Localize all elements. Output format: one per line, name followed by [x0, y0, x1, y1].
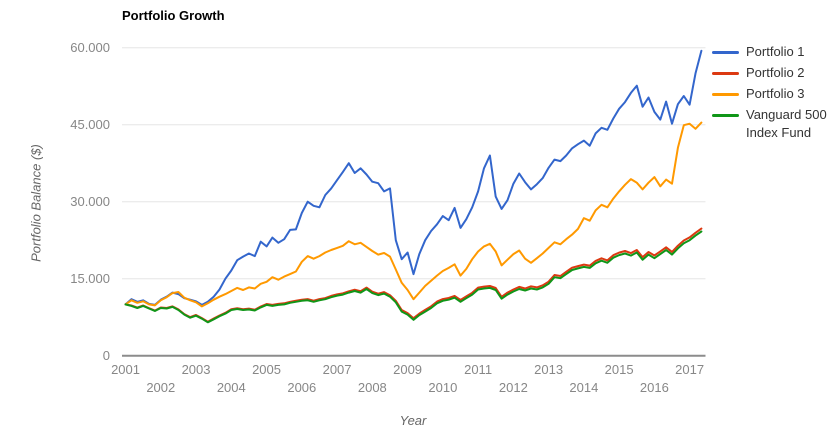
x-tick-label: 2005 — [252, 362, 281, 377]
x-tick-label: 2016 — [640, 380, 669, 395]
chart-title: Portfolio Growth — [122, 8, 225, 23]
y-tick-label: 0 — [103, 348, 110, 363]
x-tick-label: 2010 — [428, 380, 457, 395]
legend-item-vanguard-500-index-fund: Vanguard 500 Index Fund — [712, 106, 832, 142]
x-tick-label: 2003 — [182, 362, 211, 377]
legend-swatch-vanguard-500-index-fund — [712, 114, 739, 117]
y-tick-label: 30.000 — [70, 194, 110, 209]
legend-item-portfolio-1: Portfolio 1 — [712, 43, 832, 61]
x-tick-label: 2002 — [146, 380, 175, 395]
x-tick-label: 2006 — [287, 380, 316, 395]
x-tick-label: 2013 — [534, 362, 563, 377]
legend-swatch-portfolio-1 — [712, 51, 739, 54]
legend-label: Vanguard 500 Index Fund — [746, 107, 827, 140]
y-tick-label: 45.000 — [70, 117, 110, 132]
x-tick-label: 2008 — [358, 380, 387, 395]
legend-swatch-portfolio-3 — [712, 93, 739, 96]
legend-label: Portfolio 2 — [746, 65, 805, 80]
legend-item-portfolio-3: Portfolio 3 — [712, 85, 832, 103]
y-tick-label: 15.000 — [70, 271, 110, 286]
legend-item-portfolio-2: Portfolio 2 — [712, 64, 832, 82]
series-line-portfolio-3[interactable] — [124, 121, 703, 308]
x-tick-label: 2015 — [605, 362, 634, 377]
legend-label: Portfolio 1 — [746, 44, 805, 59]
series-line-vanguard-500-index-fund[interactable] — [124, 230, 703, 324]
x-tick-label: 2017 — [675, 362, 704, 377]
x-tick-label: 2011 — [464, 362, 492, 377]
x-axis-title: Year — [399, 413, 427, 428]
series-line-portfolio-2[interactable] — [124, 227, 703, 323]
x-tick-label: 2009 — [393, 362, 422, 377]
x-tick-label: 2007 — [323, 362, 352, 377]
x-tick-label: 2001 — [111, 362, 140, 377]
legend-label: Portfolio 3 — [746, 86, 805, 101]
legend-swatch-portfolio-2 — [712, 72, 739, 75]
x-tick-label: 2012 — [499, 380, 528, 395]
series-line-portfolio-1[interactable] — [124, 49, 703, 306]
x-tick-label: 2014 — [569, 380, 598, 395]
legend: Portfolio 1 Portfolio 2 Portfolio 3 Vang… — [712, 43, 832, 145]
x-tick-label: 2004 — [217, 380, 246, 395]
y-tick-label: 60.000 — [70, 40, 110, 55]
